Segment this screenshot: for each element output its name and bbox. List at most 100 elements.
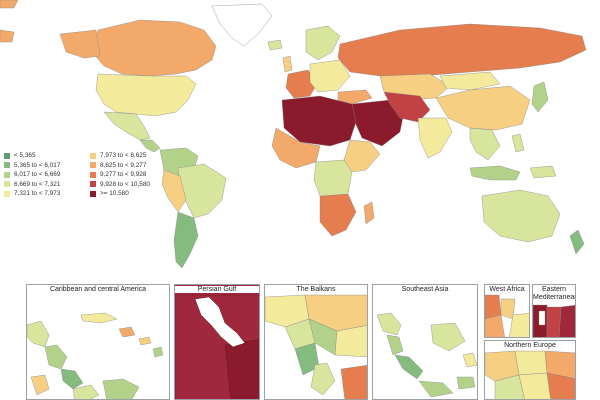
china	[435, 85, 531, 131]
legend-label: 9,277 to < 9,928	[100, 171, 147, 179]
legend-swatch	[90, 190, 96, 197]
region	[340, 365, 367, 399]
region	[334, 325, 367, 358]
region	[509, 313, 529, 337]
region	[394, 354, 424, 380]
east-africa	[343, 139, 381, 173]
region	[376, 312, 402, 336]
central-america	[139, 139, 161, 153]
legend-item: >= 10,580	[90, 189, 150, 199]
region	[138, 336, 152, 346]
brazil	[177, 163, 227, 219]
region	[80, 312, 118, 324]
region	[538, 310, 546, 326]
inset-northern-europe: Northern Europe	[484, 340, 576, 400]
legend-item: 5,365 to < 6,017	[4, 161, 60, 171]
region	[60, 368, 84, 390]
region	[152, 346, 164, 358]
inset-southeast-asia: Southeast Asia	[372, 284, 478, 400]
region	[494, 374, 525, 399]
region	[118, 326, 136, 338]
inset-west-africa: West Africa	[484, 284, 530, 338]
region	[44, 344, 68, 370]
region	[462, 352, 477, 368]
legend-label: >= 10,580	[100, 190, 129, 198]
madagascar	[363, 201, 375, 225]
legend-item: 8,625 to < 9,277	[90, 161, 150, 171]
inset-west-africa-map	[485, 294, 529, 337]
legend-item: 7,321 to < 7,973	[4, 189, 60, 199]
legend-label: 5,365 to < 6,017	[14, 161, 61, 169]
indonesia	[469, 165, 521, 181]
iceland	[267, 39, 283, 51]
inset-title: Southeast Asia	[401, 286, 449, 293]
legend-label: 6,017 to < 6,669	[14, 171, 61, 179]
inset-title: Persian Gulf	[175, 286, 259, 293]
region	[546, 306, 562, 337]
region	[224, 339, 259, 399]
legend-swatch	[90, 152, 96, 159]
region	[418, 380, 454, 398]
legend-item: 6,017 to < 6,669	[4, 170, 60, 180]
legend-item: 9,277 to < 9,928	[90, 170, 150, 180]
scandinavia	[305, 25, 341, 61]
region	[30, 374, 50, 396]
usa	[95, 73, 197, 117]
argentina-chile	[173, 211, 199, 269]
mongolia	[439, 71, 501, 91]
inset-title: The Balkans	[296, 286, 336, 293]
inset-eastern-mediterranean: Eastern Mediterranean	[532, 284, 576, 338]
west-africa	[271, 127, 321, 169]
legend-label: < 5,365	[14, 152, 36, 159]
southeast-asia	[469, 127, 501, 161]
philippines	[511, 133, 525, 153]
legend-item: 6,669 to < 7,321	[4, 180, 60, 190]
inset-northern-europe-map	[485, 350, 575, 399]
inset-title: West Africa	[489, 286, 525, 293]
new-zealand	[569, 229, 585, 255]
legend-label: 8,625 to < 9,277	[100, 161, 147, 169]
greenland	[211, 3, 273, 47]
japan	[531, 81, 549, 113]
world-map	[0, 0, 587, 269]
region	[72, 384, 100, 399]
inset-title: Northern Europe	[504, 342, 556, 349]
region	[310, 362, 336, 396]
region	[102, 378, 140, 399]
inset-caribbean: Caribbean and central America	[26, 284, 170, 400]
mexico	[103, 111, 151, 141]
alaska	[59, 29, 101, 59]
legend-swatch	[90, 162, 96, 169]
uk	[282, 55, 293, 73]
legend-swatch	[4, 162, 10, 169]
inset-caribbean-map	[27, 312, 164, 399]
region	[558, 305, 575, 337]
legend-item: < 5,365	[4, 151, 60, 161]
legend-label: 7,973 to < 8,625	[100, 152, 147, 159]
region	[456, 376, 476, 390]
region	[518, 372, 551, 399]
arctic-edge	[0, 0, 19, 9]
inset-balkans: The Balkans	[264, 284, 368, 400]
legend-swatch	[4, 181, 10, 188]
canada	[91, 19, 217, 77]
inset-title: Caribbean and central America	[49, 286, 147, 293]
legend-item: 7,973 to < 8,625	[90, 151, 150, 161]
turkey	[337, 89, 373, 105]
legend-swatch	[4, 190, 10, 197]
inset-persian-gulf-map	[175, 294, 259, 399]
inset-title: Eastern Mediterranean	[533, 286, 576, 301]
region	[430, 322, 466, 352]
legend-label: 6,669 to < 7,321	[14, 180, 61, 188]
region	[546, 372, 575, 399]
australia	[481, 189, 561, 243]
india	[417, 117, 453, 159]
region	[386, 334, 404, 356]
legend-column-left: < 5,365 5,365 to < 6,017 6,017 to < 6,66…	[4, 151, 60, 199]
legend-label: 7,321 to < 7,973	[14, 190, 61, 198]
legend-swatch	[4, 152, 10, 159]
inset-persian-gulf: Persian Gulf	[174, 284, 260, 400]
legend-label: 9,928 to < 10,580	[100, 180, 150, 188]
region	[485, 314, 505, 337]
region	[27, 320, 50, 348]
